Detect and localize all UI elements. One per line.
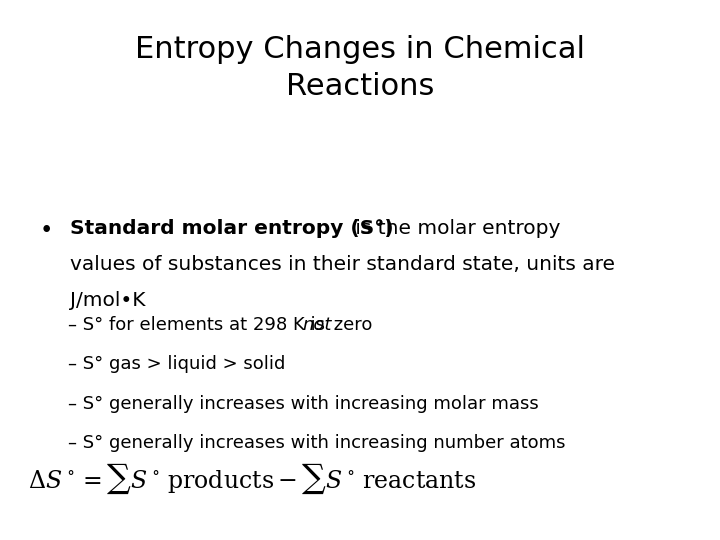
Text: – S° gas > liquid > solid: – S° gas > liquid > solid (68, 355, 286, 373)
Text: values of substances in their standard state, units are: values of substances in their standard s… (70, 255, 615, 274)
Text: •: • (40, 219, 53, 242)
Text: not: not (302, 316, 332, 334)
Text: – S° for elements at 298 K is: – S° for elements at 298 K is (68, 316, 331, 334)
Text: zero: zero (328, 316, 373, 334)
Text: Standard molar entropy (S°): Standard molar entropy (S°) (70, 219, 393, 238)
Text: – S° generally increases with increasing number atoms: – S° generally increases with increasing… (68, 434, 566, 452)
Text: J/mol•K: J/mol•K (70, 291, 145, 310)
Text: $\Delta S^\circ = \sum S^\circ\,\mathrm{products} - \sum S^\circ\,\mathrm{reacta: $\Delta S^\circ = \sum S^\circ\,\mathrm{… (28, 462, 476, 496)
Text: – S° generally increases with increasing molar mass: – S° generally increases with increasing… (68, 395, 539, 413)
Text: Entropy Changes in Chemical
Reactions: Entropy Changes in Chemical Reactions (135, 35, 585, 101)
Text: is the molar entropy: is the molar entropy (349, 219, 561, 238)
